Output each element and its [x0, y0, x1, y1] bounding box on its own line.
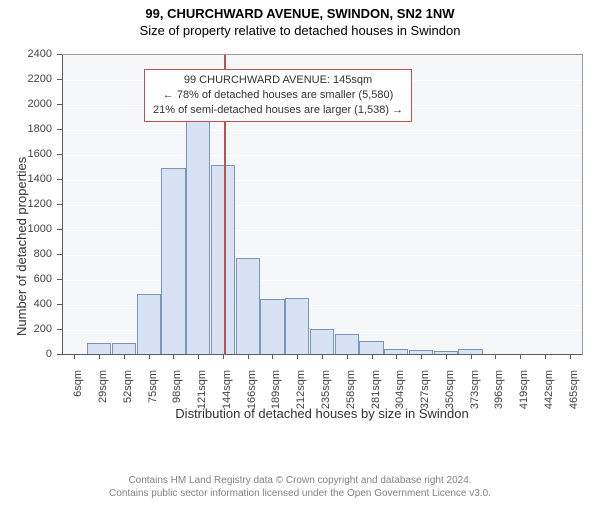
info-box-line: 99 CHURCHWARD AVENUE: 145sqm — [153, 73, 403, 88]
xtick-label: 258sqm — [345, 370, 357, 410]
ytick-label: 400 — [0, 298, 52, 310]
xtick-label: 189sqm — [270, 370, 282, 410]
xtick-label: 465sqm — [568, 370, 580, 410]
histogram-bar — [211, 165, 235, 355]
xtick-label: 29sqm — [97, 370, 109, 410]
xtick-mark — [99, 354, 100, 359]
ytick-mark — [57, 54, 62, 55]
page-subtitle: Size of property relative to detached ho… — [0, 23, 600, 38]
xtick-mark — [570, 354, 571, 359]
ytick-mark — [57, 204, 62, 205]
ytick-label: 2200 — [0, 73, 52, 85]
xtick-mark — [495, 354, 496, 359]
xtick-label: 281sqm — [370, 370, 382, 410]
ytick-label: 0 — [0, 348, 52, 360]
gridline — [62, 280, 582, 281]
xtick-label: 6sqm — [72, 370, 84, 410]
histogram-bar — [236, 258, 260, 356]
ytick-label: 1200 — [0, 198, 52, 210]
plot-area: 99 CHURCHWARD AVENUE: 145sqm← 78% of det… — [62, 54, 583, 355]
xtick-label: 373sqm — [469, 370, 481, 410]
gridline — [62, 255, 582, 256]
footer-attribution: Contains HM Land Registry data © Crown c… — [0, 474, 600, 500]
info-box-line: 21% of semi-detached houses are larger (… — [153, 103, 403, 118]
ytick-label: 2000 — [0, 98, 52, 110]
gridline — [62, 230, 582, 231]
ytick-label: 2400 — [0, 48, 52, 60]
footer-line-2: Contains public sector information licen… — [0, 487, 600, 500]
xtick-label: 304sqm — [394, 370, 406, 410]
xtick-label: 442sqm — [543, 370, 555, 410]
ytick-mark — [57, 329, 62, 330]
histogram-bar — [335, 334, 359, 355]
y-axis-line — [62, 55, 63, 355]
ytick-mark — [57, 354, 62, 355]
xtick-label: 212sqm — [295, 370, 307, 410]
xtick-mark — [545, 354, 546, 359]
ytick-mark — [57, 179, 62, 180]
xtick-mark — [297, 354, 298, 359]
ytick-mark — [57, 104, 62, 105]
ytick-mark — [57, 129, 62, 130]
gridline — [62, 205, 582, 206]
xtick-label: 75sqm — [147, 370, 159, 410]
x-axis-title: Distribution of detached houses by size … — [62, 406, 582, 421]
ytick-label: 1600 — [0, 148, 52, 160]
histogram-bar — [161, 168, 185, 356]
xtick-mark — [396, 354, 397, 359]
xtick-label: 350sqm — [444, 370, 456, 410]
xtick-mark — [372, 354, 373, 359]
xtick-mark — [322, 354, 323, 359]
xtick-label: 144sqm — [221, 370, 233, 410]
info-box: 99 CHURCHWARD AVENUE: 145sqm← 78% of det… — [144, 69, 412, 122]
ytick-mark — [57, 279, 62, 280]
histogram-bar — [186, 115, 210, 355]
xtick-mark — [272, 354, 273, 359]
xtick-label: 396sqm — [493, 370, 505, 410]
xtick-mark — [520, 354, 521, 359]
ytick-mark — [57, 254, 62, 255]
xtick-label: 121sqm — [196, 370, 208, 410]
ytick-mark — [57, 79, 62, 80]
xtick-mark — [446, 354, 447, 359]
xtick-label: 166sqm — [246, 370, 258, 410]
histogram-bar — [359, 341, 383, 355]
gridline — [62, 155, 582, 156]
xtick-mark — [421, 354, 422, 359]
histogram-bar — [137, 294, 161, 355]
histogram-bar — [285, 298, 309, 356]
ytick-label: 1800 — [0, 123, 52, 135]
ytick-label: 1400 — [0, 173, 52, 185]
xtick-mark — [223, 354, 224, 359]
xtick-label: 52sqm — [122, 370, 134, 410]
xtick-label: 98sqm — [171, 370, 183, 410]
ytick-mark — [57, 229, 62, 230]
xtick-mark — [124, 354, 125, 359]
xtick-mark — [198, 354, 199, 359]
page-title: 99, CHURCHWARD AVENUE, SWINDON, SN2 1NW — [0, 6, 600, 21]
info-box-line: ← 78% of detached houses are smaller (5,… — [153, 88, 403, 103]
gridline — [62, 130, 582, 131]
xtick-mark — [149, 354, 150, 359]
histogram-bar — [310, 329, 334, 355]
gridline — [62, 180, 582, 181]
ytick-mark — [57, 304, 62, 305]
histogram-bar — [260, 299, 284, 355]
xtick-mark — [471, 354, 472, 359]
xtick-mark — [248, 354, 249, 359]
xtick-mark — [74, 354, 75, 359]
chart-container: Number of detached properties 99 CHURCHW… — [0, 46, 600, 456]
xtick-mark — [347, 354, 348, 359]
xtick-mark — [173, 354, 174, 359]
ytick-mark — [57, 154, 62, 155]
ytick-label: 600 — [0, 273, 52, 285]
ytick-label: 200 — [0, 323, 52, 335]
xtick-label: 327sqm — [419, 370, 431, 410]
ytick-label: 800 — [0, 248, 52, 260]
xtick-label: 235sqm — [320, 370, 332, 410]
ytick-label: 1000 — [0, 223, 52, 235]
xtick-label: 419sqm — [518, 370, 530, 410]
footer-line-1: Contains HM Land Registry data © Crown c… — [0, 474, 600, 487]
